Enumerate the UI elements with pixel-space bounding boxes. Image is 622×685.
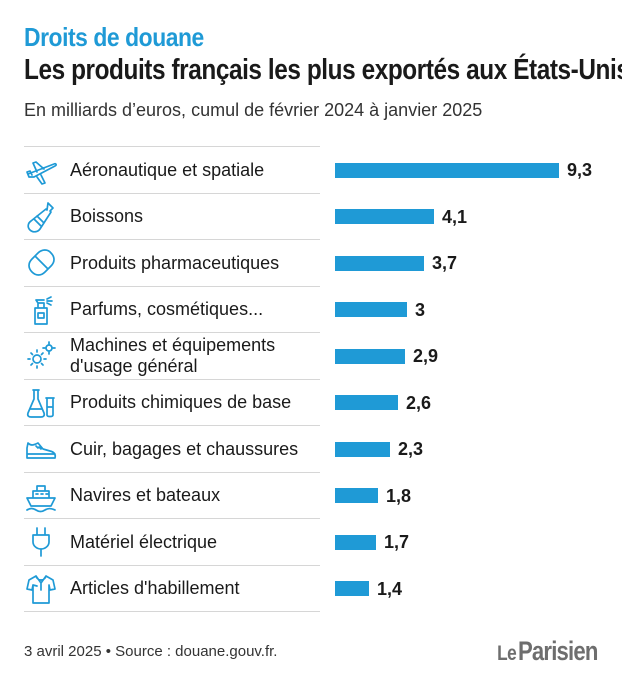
chart-row: Navires et bateaux [24, 473, 596, 519]
bar [335, 302, 407, 317]
category-label: Navires et bateaux [70, 473, 330, 519]
category-label: Boissons [70, 194, 330, 240]
value-label: 1,4 [377, 579, 402, 599]
value-label: 2,3 [398, 439, 423, 459]
bottle-icon [24, 200, 58, 234]
category-label: Cuir, bagages et chaussures [70, 426, 330, 472]
footer-source: 3 avril 2025 • Source : douane.gouv.fr. [24, 643, 277, 660]
chart-row: Cuir, bagages et chaussures [24, 426, 596, 472]
bar [335, 581, 369, 596]
bar [335, 163, 559, 178]
page-title: Les produits français les plus exportés … [24, 54, 622, 87]
chart-row: Boissons [24, 194, 596, 240]
category-label: Articles d'habillement [70, 566, 330, 612]
value-label: 2,6 [406, 393, 431, 413]
category-label: Matériel électrique [70, 519, 330, 565]
value-label: 3,7 [432, 253, 457, 273]
category-label: Aéronautique et spatiale [70, 147, 330, 193]
chart-row: Parfums, cosmétiques... [24, 287, 596, 333]
value-label: 1,7 [384, 532, 409, 552]
shirt-icon [24, 572, 58, 606]
value-label: 2,9 [413, 346, 438, 366]
bar [335, 209, 434, 224]
value-label: 4,1 [442, 207, 467, 227]
value-label: 1,8 [386, 486, 411, 506]
chart-row: Produits chimiques de base [24, 380, 596, 426]
plug-icon [24, 525, 58, 559]
value-label: 3 [415, 300, 425, 320]
category-label: Produits chimiques de base [70, 380, 330, 426]
bar [335, 349, 405, 364]
spray-icon [24, 293, 58, 327]
airplane-icon [24, 153, 58, 187]
le-parisien-logo: Le Parisien [497, 636, 598, 666]
chart-row: Matériel électrique [24, 519, 596, 565]
pill-icon [24, 246, 58, 280]
bar [335, 395, 398, 410]
bar [335, 488, 378, 503]
chart-row: Articles d'habillement [24, 566, 596, 612]
category-label: Produits pharmaceutiques [70, 240, 330, 286]
shoe-icon [24, 432, 58, 466]
category-label: Parfums, cosmétiques... [70, 287, 330, 333]
bar [335, 535, 376, 550]
chart-row: Machines et équipements d'usage général [24, 333, 596, 379]
flasks-icon [24, 386, 58, 420]
ship-icon [24, 479, 58, 513]
kicker: Droits de douane [24, 22, 204, 53]
value-label: 9,3 [567, 160, 592, 180]
subtitle: En milliards d’euros, cumul de février 2… [24, 100, 482, 121]
bar [335, 442, 390, 457]
gears-icon [24, 339, 58, 373]
bar [335, 256, 424, 271]
category-label: Machines et équipements d'usage général [70, 333, 330, 379]
chart-row: Produits pharmaceutiques [24, 240, 596, 286]
